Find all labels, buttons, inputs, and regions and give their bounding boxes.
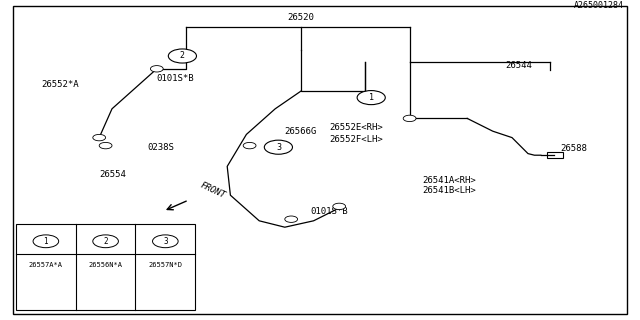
Text: 26552*A: 26552*A xyxy=(42,80,79,89)
Bar xyxy=(547,152,563,158)
Text: 26557A*A: 26557A*A xyxy=(29,262,63,268)
Text: 0238S: 0238S xyxy=(147,143,174,152)
Text: 3: 3 xyxy=(276,143,281,152)
Circle shape xyxy=(333,203,346,210)
Circle shape xyxy=(243,142,256,149)
Text: 26552E<RH>: 26552E<RH> xyxy=(330,124,383,132)
Circle shape xyxy=(150,66,163,72)
Text: 26588: 26588 xyxy=(560,144,587,153)
Text: 2: 2 xyxy=(103,237,108,246)
Text: 26557N*D: 26557N*D xyxy=(148,262,182,268)
Text: 26544: 26544 xyxy=(506,61,532,70)
Circle shape xyxy=(403,115,416,122)
Circle shape xyxy=(33,235,59,248)
Circle shape xyxy=(357,91,385,105)
Text: 0101S*B: 0101S*B xyxy=(157,74,195,83)
Text: 26566G: 26566G xyxy=(285,127,317,136)
Text: 26541A<RH>: 26541A<RH> xyxy=(422,176,476,185)
Circle shape xyxy=(152,235,178,248)
Circle shape xyxy=(99,142,112,149)
Text: A265001284: A265001284 xyxy=(574,1,624,10)
Text: 26552F<LH>: 26552F<LH> xyxy=(330,135,383,144)
Text: 26520: 26520 xyxy=(287,13,314,22)
Circle shape xyxy=(285,216,298,222)
Text: 2: 2 xyxy=(180,52,185,60)
Text: FRONT: FRONT xyxy=(198,181,227,200)
Circle shape xyxy=(264,140,292,154)
Text: 1: 1 xyxy=(44,237,48,246)
Bar xyxy=(16,224,195,310)
Circle shape xyxy=(93,134,106,141)
Text: 26554: 26554 xyxy=(99,170,126,179)
Text: 26556N*A: 26556N*A xyxy=(88,262,123,268)
Text: 1: 1 xyxy=(369,93,374,102)
Circle shape xyxy=(168,49,196,63)
Text: 3: 3 xyxy=(163,237,168,246)
Text: 26541B<LH>: 26541B<LH> xyxy=(422,186,476,195)
Circle shape xyxy=(93,235,118,248)
Text: 0101S*B: 0101S*B xyxy=(310,207,348,216)
